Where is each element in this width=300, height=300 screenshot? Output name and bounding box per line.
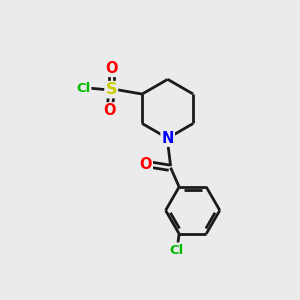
Text: Cl: Cl — [169, 244, 183, 256]
Text: Cl: Cl — [76, 82, 90, 95]
Text: O: O — [103, 103, 116, 118]
Text: N: N — [161, 131, 174, 146]
Text: O: O — [105, 61, 118, 76]
Text: S: S — [106, 82, 117, 97]
Text: O: O — [139, 157, 152, 172]
